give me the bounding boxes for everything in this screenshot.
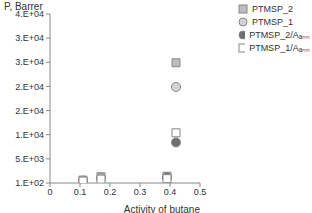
html-text:P, Barrer: P, Barrer: [4, 1, 43, 12]
svg-text:5.E+03: 5.E+03: [15, 154, 44, 164]
svg-text:0: 0: [47, 187, 52, 197]
svg-text:Activity of butane: Activity of butane: [124, 204, 201, 213]
svg-text:0.4: 0.4: [164, 187, 177, 197]
svg-text:3.E+04: 3.E+04: [15, 57, 44, 67]
svg-text:3.E+04: 3.E+04: [15, 33, 44, 43]
html-text:PTMSP_1/Aₐₙₙ: PTMSP_1/Aₐₙₙ: [249, 43, 310, 53]
svg-text:0.5: 0.5: [194, 187, 207, 197]
svg-text:2.E+04: 2.E+04: [15, 106, 44, 116]
svg-text:0.3: 0.3: [134, 187, 147, 197]
svg-text:2.E+04: 2.E+04: [15, 82, 44, 92]
html-text:PTMSP_2/Aₐₙₙ: PTMSP_2/Aₐₙₙ: [249, 30, 310, 40]
svg-text:4.E+04: 4.E+04: [15, 9, 44, 19]
html-text:PTMSP_1: PTMSP_1: [252, 16, 293, 27]
svg-text:1.E+02: 1.E+02: [15, 178, 44, 188]
svg-text:0.2: 0.2: [104, 187, 117, 197]
svg-text:1.E+04: 1.E+04: [15, 130, 44, 140]
svg-text:0.1: 0.1: [74, 187, 87, 197]
html-text:PTMSP_2: PTMSP_2: [252, 3, 293, 14]
